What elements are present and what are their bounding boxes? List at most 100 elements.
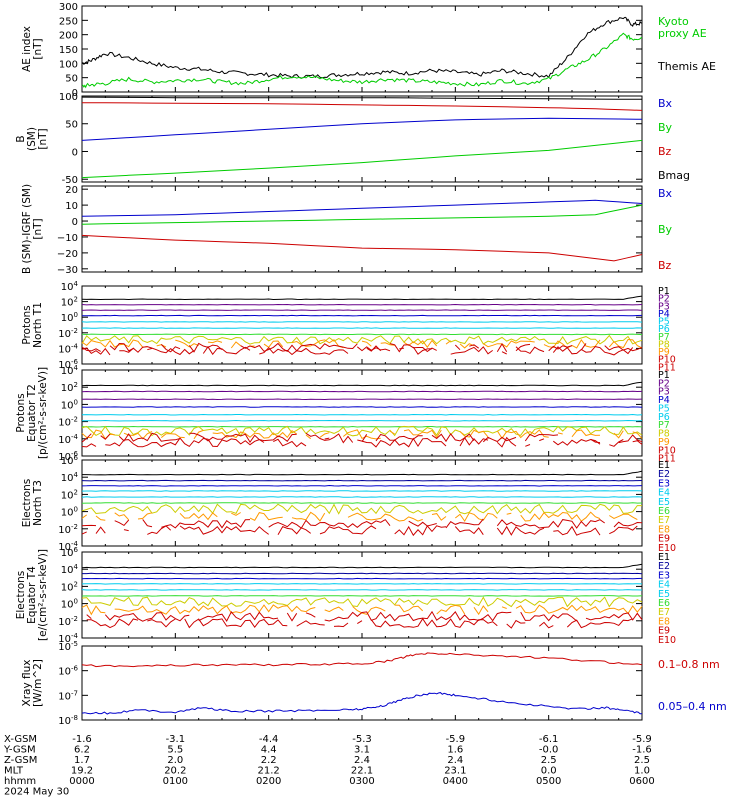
- series-e8: [179, 512, 218, 521]
- legend-entry: 0.1–0.8 nm: [658, 658, 720, 671]
- series-e10: [95, 526, 106, 534]
- series-e6: [81, 502, 643, 504]
- series-p9: [230, 341, 242, 349]
- y-axis-label: [nT]: [32, 38, 44, 59]
- series-p11: [119, 346, 195, 356]
- series-p9: [613, 430, 624, 439]
- y-tick-label: 50: [65, 74, 78, 85]
- legend-entry: E4: [658, 488, 670, 499]
- legend-entry: By: [658, 223, 673, 236]
- series-p10: [189, 432, 297, 444]
- series-e9: [520, 611, 578, 622]
- series-p11: [632, 440, 643, 445]
- panel-frame: [81, 369, 643, 457]
- y-axis-label: [W/m^2]: [32, 659, 44, 707]
- series-e5: [81, 589, 643, 591]
- series-e9: [161, 519, 251, 529]
- legend-entry: P6: [658, 412, 670, 423]
- ephemeris-label: X-GSM: [4, 734, 37, 745]
- legend-entry: P10: [658, 355, 676, 366]
- series-p6: [81, 327, 643, 329]
- panel-frame: [81, 5, 643, 93]
- series-p11: [496, 436, 517, 448]
- y-tick-label: 300: [59, 2, 78, 13]
- legend-entry: P8: [658, 429, 670, 440]
- y-tick-label: 102: [61, 381, 78, 394]
- y-tick-label: 200: [59, 31, 78, 42]
- y-tick-label: 100: [59, 59, 78, 70]
- ephemeris-value: 1.6: [447, 745, 463, 756]
- legend-entry: E10: [658, 635, 676, 646]
- ephemeris-value: 0.0: [541, 766, 557, 777]
- series-e9: [305, 612, 316, 618]
- series-e10: [147, 618, 176, 628]
- y-axis-label: AE index: [21, 26, 33, 72]
- y-tick-label: 10-2: [58, 327, 78, 340]
- series-e10: [147, 525, 172, 535]
- series-p9: [403, 429, 442, 439]
- ephemeris-value: 22.1: [351, 766, 373, 777]
- y-tick-label: 0: [72, 217, 78, 228]
- y-tick-label: 104: [61, 280, 79, 293]
- legend-entry: E2: [658, 469, 670, 480]
- legend-entry: P3: [658, 301, 670, 312]
- legend-entry: P1: [658, 370, 670, 381]
- series-p5: [81, 413, 643, 416]
- ephemeris-label: Z-GSM: [4, 755, 37, 766]
- ephemeris-value: 2.4: [354, 755, 370, 766]
- legend-entry: P9: [658, 347, 670, 358]
- ephemeris-value: 0000: [69, 776, 94, 787]
- series-p10: [109, 342, 134, 352]
- series-e8: [473, 605, 489, 616]
- y-tick-label: 20: [65, 185, 78, 196]
- series-p9: [557, 432, 563, 435]
- legend-entry: P4: [658, 395, 670, 406]
- legend-entry: E4: [658, 580, 670, 591]
- legend-entry: Themis AE: [657, 60, 716, 73]
- series-kyoto-proxy-ae: [81, 32, 643, 89]
- series-p2: [81, 390, 643, 393]
- series-bz: [81, 234, 643, 262]
- series-p9: [543, 339, 601, 349]
- series-p4: [81, 314, 643, 317]
- series-e9: [496, 519, 605, 529]
- ephemeris-value: 0100: [163, 776, 188, 787]
- legend-entry: P10: [658, 445, 676, 456]
- y-tick-label: 100: [61, 311, 78, 324]
- legend-entry: P5: [658, 403, 670, 414]
- y-axis-label: B: [15, 135, 27, 142]
- series-p11: [515, 346, 545, 355]
- panel-8: 10-5 10-6 10-7 10-8 Xray flux [W/m^2] 0.1–0.8 …: [21, 640, 727, 727]
- ephemeris-value: 2.0: [167, 755, 183, 766]
- series-e9: [286, 612, 298, 622]
- ephemeris-value: 23.1: [444, 766, 466, 777]
- y-tick-label: 102: [61, 296, 78, 309]
- ephemeris-value: 0200: [256, 776, 281, 787]
- series-by: [81, 139, 643, 179]
- legend-entry: E8: [658, 616, 670, 627]
- series-e8: [114, 604, 316, 615]
- y-axis-label: (SM): [26, 127, 38, 151]
- series-p9: [207, 340, 223, 344]
- y-tick-label: 100: [61, 506, 78, 519]
- series-p9: [483, 340, 535, 348]
- series-e8: [249, 512, 283, 521]
- series-p9: [445, 340, 451, 345]
- ephemeris-value: 0400: [443, 776, 468, 787]
- series-e6: [81, 595, 643, 597]
- series-e10: [81, 531, 87, 535]
- y-axis-label: [nT]: [37, 128, 49, 149]
- y-tick-label: −10: [57, 233, 78, 244]
- series-e8: [95, 515, 106, 521]
- y-tick-label: 10-4: [58, 540, 78, 553]
- ephemeris-value: 0500: [536, 776, 561, 787]
- legend-entry: P11: [658, 454, 676, 465]
- series-p10: [431, 433, 475, 443]
- series-e10: [319, 525, 377, 535]
- series-e8: [515, 604, 643, 615]
- legend-entry: E1: [658, 460, 670, 471]
- legend-entry: Bx: [658, 187, 673, 200]
- series-by: [81, 204, 643, 225]
- series-p9: [571, 429, 601, 438]
- y-tick-label: 10-6: [58, 450, 78, 463]
